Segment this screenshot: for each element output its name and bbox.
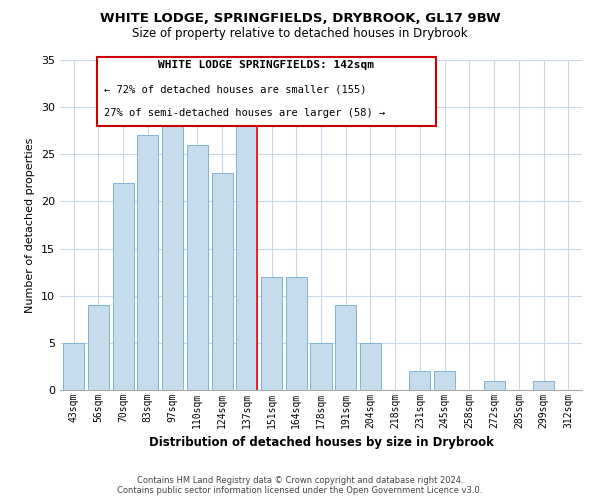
Text: WHITE LODGE SPRINGFIELDS: 142sqm: WHITE LODGE SPRINGFIELDS: 142sqm [158,60,374,70]
Bar [335,305,356,390]
Text: Contains public sector information licensed under the Open Government Licence v3: Contains public sector information licen… [118,486,482,495]
Bar [533,380,554,390]
Bar [236,126,257,390]
Bar [484,380,505,390]
Bar [113,182,134,390]
Bar [261,277,282,390]
Bar [286,277,307,390]
Bar [137,136,158,390]
Text: ← 72% of detached houses are smaller (155): ← 72% of detached houses are smaller (15… [104,84,367,95]
X-axis label: Distribution of detached houses by size in Drybrook: Distribution of detached houses by size … [149,436,493,450]
Y-axis label: Number of detached properties: Number of detached properties [25,138,35,312]
Bar [212,173,233,390]
Text: Size of property relative to detached houses in Drybrook: Size of property relative to detached ho… [132,28,468,40]
Bar [88,305,109,390]
FancyBboxPatch shape [97,56,436,126]
Bar [310,343,332,390]
Text: Contains HM Land Registry data © Crown copyright and database right 2024.: Contains HM Land Registry data © Crown c… [137,476,463,485]
Bar [162,126,183,390]
Text: WHITE LODGE, SPRINGFIELDS, DRYBROOK, GL17 9BW: WHITE LODGE, SPRINGFIELDS, DRYBROOK, GL1… [100,12,500,26]
Bar [360,343,381,390]
Bar [187,145,208,390]
Bar [63,343,84,390]
Bar [409,371,430,390]
Text: 27% of semi-detached houses are larger (58) →: 27% of semi-detached houses are larger (… [104,108,386,118]
Bar [434,371,455,390]
